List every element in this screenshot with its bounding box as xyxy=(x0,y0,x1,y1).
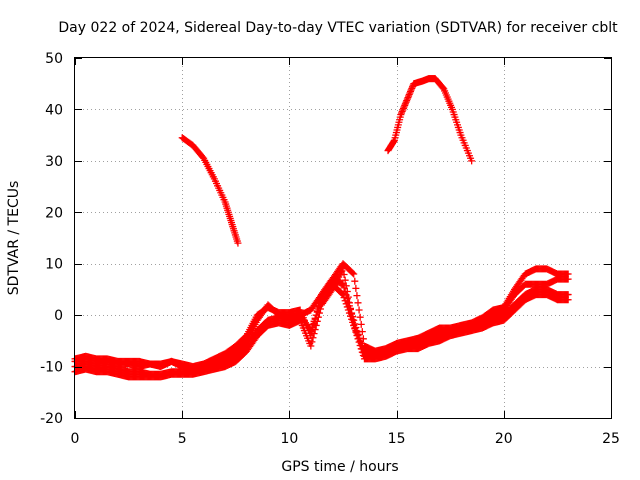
data-point xyxy=(358,328,366,336)
data-point xyxy=(350,270,358,278)
data-point xyxy=(348,310,356,318)
data-point xyxy=(347,304,355,312)
data-point xyxy=(234,239,242,247)
data-point xyxy=(312,311,320,319)
y-tick-label: 40 xyxy=(45,102,63,118)
data-point xyxy=(310,319,318,327)
data-point xyxy=(311,315,319,323)
x-tick-label: 5 xyxy=(178,431,187,447)
x-tick-label: 10 xyxy=(280,431,298,447)
data-point xyxy=(564,296,572,304)
data-points xyxy=(71,75,572,381)
y-tick-label: 10 xyxy=(45,257,63,273)
data-point xyxy=(355,338,363,346)
data-point xyxy=(355,306,363,314)
x-tick-label: 15 xyxy=(388,431,406,447)
y-tick-label: 30 xyxy=(45,154,63,170)
y-tick-label: 0 xyxy=(54,308,63,324)
x-tick-label: 0 xyxy=(71,431,80,447)
y-tick-label: 20 xyxy=(45,205,63,221)
data-point xyxy=(359,335,367,343)
data-point xyxy=(468,157,476,165)
data-point xyxy=(313,307,321,315)
data-point xyxy=(309,323,317,331)
data-point xyxy=(564,270,572,278)
series-band-4 xyxy=(71,260,572,371)
data-point xyxy=(358,348,366,356)
series-arc-1 xyxy=(178,134,242,247)
y-axis-label: SDTVAR / TECUs xyxy=(6,181,22,296)
axis-ticks: 0 5 10 15 20 25 -20 -10 0 10 20 30 40 50 xyxy=(40,51,620,447)
data-point xyxy=(351,325,359,333)
data-point xyxy=(341,276,349,284)
data-point xyxy=(344,293,352,301)
y-tick-label: -10 xyxy=(40,360,63,376)
data-point xyxy=(342,282,350,290)
data-point xyxy=(314,303,322,311)
data-point xyxy=(345,299,353,307)
x-tick-label: 20 xyxy=(495,431,513,447)
data-point xyxy=(357,320,365,328)
data-point xyxy=(315,299,323,307)
plot-frame xyxy=(74,57,612,419)
data-point xyxy=(339,280,347,288)
series-arc-2 xyxy=(384,75,476,165)
data-point xyxy=(351,277,359,285)
data-point xyxy=(356,313,364,321)
data-point xyxy=(316,295,324,303)
data-point xyxy=(350,321,358,329)
data-point xyxy=(307,332,315,340)
y-tick-label: 50 xyxy=(45,51,63,67)
data-point xyxy=(343,295,351,303)
data-point xyxy=(308,338,316,346)
chart-title: Day 022 of 2024, Sidereal Day-to-day VTE… xyxy=(58,20,618,36)
y-tick-label: -20 xyxy=(40,411,63,427)
x-axis-label: GPS time / hours xyxy=(281,459,398,475)
data-point xyxy=(349,316,357,324)
data-point xyxy=(349,269,357,277)
data-point xyxy=(352,328,360,336)
data-point xyxy=(354,299,362,307)
data-point xyxy=(353,331,361,339)
data-point xyxy=(327,287,335,295)
data-point xyxy=(340,271,348,279)
series-band-3 xyxy=(71,265,572,381)
data-point xyxy=(352,284,360,292)
data-point xyxy=(353,292,361,300)
data-point xyxy=(308,328,316,336)
data-point xyxy=(307,342,315,350)
data-point xyxy=(343,287,351,295)
x-tick-label: 25 xyxy=(602,431,620,447)
